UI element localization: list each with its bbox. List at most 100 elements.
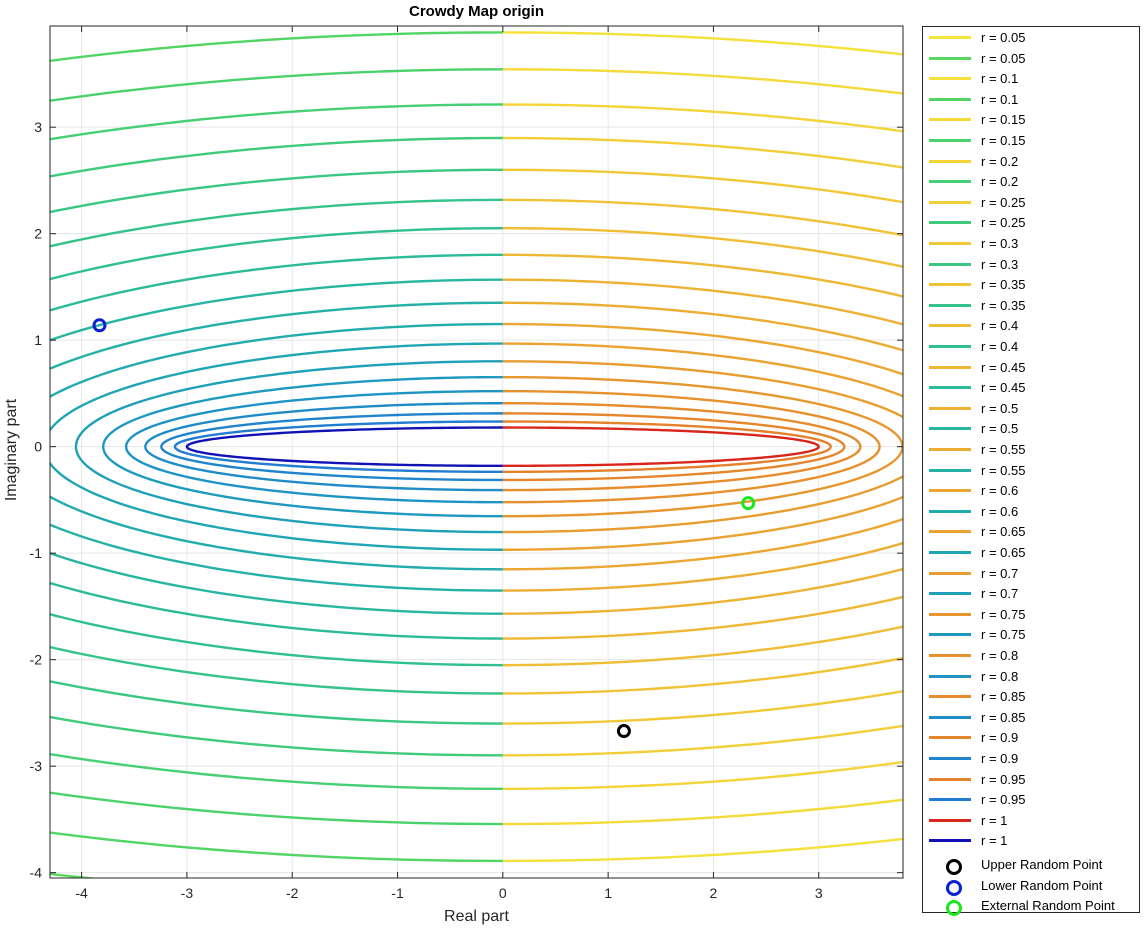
- legend-entry: r = 0.9: [923, 750, 1139, 770]
- legend-entry: r = 0.95: [923, 791, 1139, 811]
- legend-label: r = 0.05: [981, 50, 1026, 66]
- legend-entry: r = 0.6: [923, 482, 1139, 502]
- legend-swatch: [929, 36, 971, 39]
- legend-swatch: [929, 324, 971, 328]
- legend-label: r = 0.3: [981, 236, 1019, 251]
- series-line-13: [50, 198, 503, 695]
- x-axis-label: Real part: [444, 908, 509, 925]
- legend-entry: r = 0.2: [923, 153, 1139, 173]
- legend-label: r = 0.75: [981, 627, 1026, 643]
- series-line-32: [502, 402, 862, 492]
- x-tick-label: 1: [604, 885, 612, 901]
- x-tick-label: -2: [286, 885, 299, 901]
- legend-swatch: [929, 406, 971, 410]
- y-axis-label: Imaginary part: [3, 398, 20, 502]
- legend-label: r = 0.25: [981, 194, 1026, 210]
- legend-swatch: [929, 180, 971, 184]
- legend-label: r = 0.5: [981, 400, 1019, 416]
- point-marker-2: [741, 496, 756, 511]
- x-tick-label: -3: [181, 885, 194, 901]
- legend-label: r = 1: [981, 812, 1008, 828]
- legend-label: r = 0.9: [981, 730, 1019, 746]
- legend-entry: r = 0.75: [923, 606, 1139, 626]
- series-line-17: [50, 253, 503, 640]
- legend-entry: r = 0.95: [923, 771, 1139, 791]
- point-marker-0: [616, 724, 631, 739]
- legend-entry-point: External Random Point: [923, 897, 1139, 917]
- legend-swatch: [929, 242, 971, 245]
- legend-entry: r = 0.65: [923, 544, 1139, 564]
- legend-swatch: [929, 798, 971, 802]
- legend-label: r = 0.2: [981, 174, 1019, 190]
- point-layer: [92, 318, 756, 739]
- legend-swatch: [929, 509, 971, 513]
- legend-entry: r = 0.8: [923, 647, 1139, 667]
- legend-swatch: [929, 221, 971, 225]
- legend-entry: r = 0.3: [923, 256, 1139, 276]
- legend-swatch: [929, 56, 971, 60]
- legend-label: r = 0.55: [981, 462, 1026, 478]
- legend-label: r = 0.2: [981, 153, 1019, 169]
- legend-swatch: [929, 592, 971, 596]
- legend-swatch: [929, 530, 971, 534]
- legend-swatch: [929, 551, 971, 554]
- legend-entry: r = 0.1: [923, 70, 1139, 90]
- legend-label: Upper Random Point: [981, 857, 1103, 872]
- y-tick-label: 2: [34, 226, 42, 242]
- legend-entry: r = 0.05: [923, 29, 1139, 49]
- legend-swatch: [929, 303, 971, 307]
- series-line-15: [50, 227, 503, 667]
- legend-entry: r = 0.4: [923, 338, 1139, 358]
- legend-swatch: [929, 200, 971, 204]
- series-line-31: [124, 389, 503, 504]
- legend-entry: r = 0.25: [923, 194, 1139, 214]
- legend-label: r = 0.75: [981, 606, 1026, 622]
- legend-entry: r = 0.45: [923, 359, 1139, 379]
- legend: r = 0.05 r = 0.05 r = 0.1 r = 0.1 r = 0.15 r …: [922, 26, 1140, 917]
- series-line-38: [502, 426, 820, 468]
- legend-swatch: [929, 118, 971, 122]
- legend-entry: r = 0.6: [923, 503, 1139, 523]
- legend-swatch: [929, 654, 971, 657]
- legend-entry: r = 0.25: [923, 214, 1139, 234]
- plot-background: [50, 26, 903, 878]
- legend-label: r = 1: [981, 833, 1008, 849]
- legend-label: r = 0.65: [981, 545, 1026, 560]
- series-line-20: [502, 301, 903, 592]
- legend-swatch: [929, 365, 971, 369]
- legend-entry: r = 0.05: [923, 50, 1139, 70]
- legend-entry-point: Upper Random Point: [923, 856, 1139, 876]
- x-tick-label: 0: [499, 885, 507, 901]
- legend-swatch: [929, 736, 971, 740]
- legend-entry: r = 0.3: [923, 235, 1139, 255]
- x-tick-label: 3: [815, 885, 823, 901]
- legend-label: r = 0.4: [981, 318, 1019, 334]
- legend-entry: r = 0.5: [923, 400, 1139, 420]
- legend-label: External Random Point: [981, 898, 1115, 914]
- series-line-18: [502, 278, 903, 615]
- legend-swatch: [929, 345, 971, 348]
- axes-box: [49, 25, 904, 879]
- series-line-21: [50, 301, 503, 592]
- legend-label: r = 0.95: [981, 792, 1026, 808]
- legend-label: r = 0.45: [981, 359, 1026, 375]
- legend-label: r = 0.8: [981, 648, 1019, 663]
- legend-label: r = 0.1: [981, 71, 1019, 87]
- series-line-24: [502, 342, 903, 551]
- legend-marker: [946, 900, 962, 917]
- legend-label: r = 0.65: [981, 524, 1026, 540]
- y-tick-label: 3: [34, 119, 42, 135]
- legend-label: r = 0.85: [981, 709, 1026, 725]
- series-line-19: [50, 278, 503, 615]
- legend-swatch: [929, 674, 971, 678]
- legend-entry: r = 1: [923, 832, 1139, 852]
- series-line-39: [185, 426, 503, 468]
- legend-entry: r = 0.65: [923, 523, 1139, 543]
- legend-swatch: [929, 839, 971, 843]
- legend-label: r = 0.35: [981, 277, 1026, 293]
- legend-label: r = 0.25: [981, 215, 1026, 231]
- legend-entry: r = 0.8: [923, 668, 1139, 688]
- legend-swatch: [929, 715, 971, 719]
- legend-entry: r = 0.35: [923, 297, 1139, 317]
